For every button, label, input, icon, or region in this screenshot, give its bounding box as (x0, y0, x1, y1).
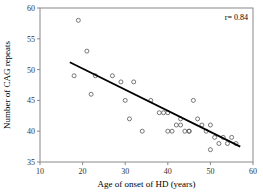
scatter-point (179, 123, 183, 127)
x-tick (253, 162, 254, 165)
scatter-point (132, 80, 136, 84)
scatter-point (230, 135, 234, 139)
scatter-point (208, 148, 212, 152)
scatter-point (183, 129, 187, 133)
x-tick (125, 162, 126, 165)
x-tick (82, 162, 83, 165)
scatter-point (170, 129, 174, 133)
scatter-point (89, 92, 93, 96)
x-tick-label: 20 (79, 167, 87, 176)
scatter-point (174, 123, 178, 127)
x-tick-label: 50 (206, 167, 214, 176)
scatter-point (213, 135, 217, 139)
y-tick (37, 38, 40, 39)
y-tick (37, 100, 40, 101)
y-tick-label: 60 (27, 4, 35, 13)
scatter-point (162, 111, 166, 115)
scatter-point (208, 123, 212, 127)
trend-line (70, 62, 240, 146)
annotation: r= 0.84 (225, 13, 248, 22)
x-tick-label: 40 (164, 167, 172, 176)
scatter-point (110, 74, 114, 78)
scatter-point (225, 142, 229, 146)
y-tick-label: 50 (27, 66, 35, 75)
chart: 10 20 30 40 50 60 35 40 45 50 55 60 Age of onset of … (0, 0, 263, 192)
plot-frame (40, 8, 253, 162)
x-axis-label: Age of onset of HD (years) (97, 179, 195, 189)
x-tick-label: 60 (249, 167, 257, 176)
x-tick (167, 162, 168, 165)
y-tick (37, 131, 40, 132)
scatter-point (191, 98, 195, 102)
scatter-point (157, 111, 161, 115)
scatter-point (119, 80, 123, 84)
scatter-point (76, 18, 80, 22)
y-axis-label: Number of CAG repeats (2, 40, 12, 129)
x-tick-label: 10 (36, 167, 44, 176)
plot-area (70, 18, 240, 151)
scatter-point (123, 98, 127, 102)
scatter-point (140, 129, 144, 133)
scatter-point (217, 142, 221, 146)
scatter-point (196, 117, 200, 121)
y-tick-label: 40 (27, 127, 35, 136)
y-tick-label: 55 (27, 35, 35, 44)
x-tick-label: 30 (121, 167, 129, 176)
y-tick (37, 8, 40, 9)
scatter-point (127, 117, 131, 121)
y-tick (37, 69, 40, 70)
y-tick (37, 162, 40, 163)
scatter-point (187, 129, 191, 133)
scatter-point (85, 49, 89, 53)
scatter-point (72, 74, 76, 78)
y-tick-label: 45 (27, 96, 35, 105)
x-tick (210, 162, 211, 165)
scatter-point (166, 129, 170, 133)
scatter-point (187, 129, 191, 133)
y-tick-label: 35 (27, 158, 35, 167)
